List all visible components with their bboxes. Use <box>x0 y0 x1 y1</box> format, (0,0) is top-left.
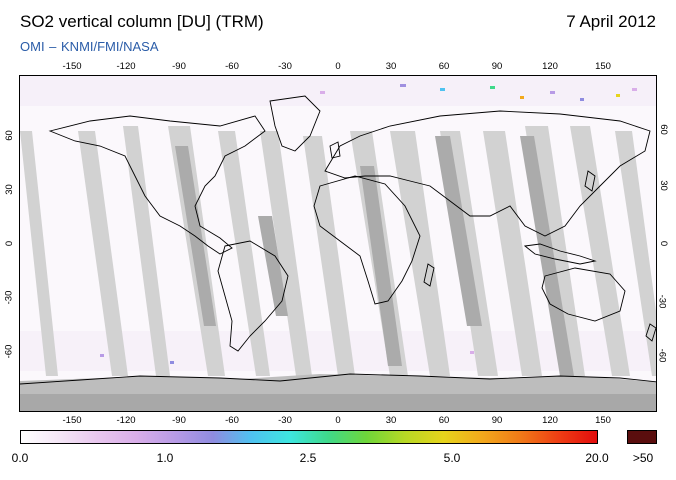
lat-tick-right: -30 <box>656 294 668 309</box>
colorbar-label: 20.0 <box>585 451 609 465</box>
map-canvas <box>20 76 656 411</box>
lon-tick-top: 0 <box>335 61 341 72</box>
australia-outline <box>541 267 626 322</box>
orbit-gap-swaths <box>20 126 656 376</box>
uk-outline <box>329 141 341 159</box>
noise-speck <box>520 96 524 99</box>
orbit-overlap <box>360 166 402 366</box>
japan-outline <box>584 170 596 192</box>
noise-speck <box>470 351 474 354</box>
antarctic-shading-dark <box>20 394 656 411</box>
orbit-swath <box>615 131 656 376</box>
colorbar-label: 0.0 <box>11 451 29 465</box>
orbit-swath <box>218 131 270 376</box>
lon-tick-bottom: 60 <box>438 415 450 426</box>
new-zealand-outline <box>645 323 656 342</box>
colorbar-label: 5.0 <box>443 451 461 465</box>
south-america-outline <box>217 240 289 352</box>
lon-tick-top: -30 <box>278 61 292 72</box>
africa-outline <box>313 175 421 305</box>
lon-tick-top: 150 <box>595 61 611 72</box>
noise-speck <box>616 94 620 97</box>
lon-tick-bottom: 0 <box>335 415 341 426</box>
orbit-swath <box>78 131 128 376</box>
lon-tick-bottom: -120 <box>116 415 136 426</box>
orbit-swath <box>390 131 450 376</box>
orbit-swath <box>20 131 58 376</box>
lat-tick-right: 0 <box>658 240 670 247</box>
lat-tick-right: 30 <box>657 180 669 191</box>
map-date: 7 April 2012 <box>566 12 656 31</box>
eurasia-outline <box>324 110 651 237</box>
lon-tick-bottom: 90 <box>491 415 503 426</box>
lon-tick-bottom: -60 <box>225 415 239 426</box>
orbit-swath <box>260 131 312 376</box>
madagascar-outline <box>423 263 435 287</box>
greenland-outline <box>269 95 321 152</box>
lon-tick-bottom: 150 <box>595 415 611 426</box>
noise-speck <box>490 86 495 89</box>
lon-tick-top: 60 <box>438 61 450 72</box>
map-title: SO2 vertical column [DU] (TRM) <box>20 12 264 31</box>
orbit-overlap <box>258 216 288 316</box>
noise-speck <box>580 98 584 101</box>
lat-tick-left: 60 <box>3 130 15 141</box>
lat-tick-right: 60 <box>657 124 669 135</box>
noise-speck <box>170 361 174 364</box>
lon-tick-bottom: 120 <box>542 415 558 426</box>
lon-tick-top: -150 <box>62 61 82 72</box>
noise-speck <box>320 91 325 94</box>
colorbar-label: 1.0 <box>156 451 174 465</box>
lat-tick-left: -30 <box>3 290 15 305</box>
lon-tick-top: -90 <box>172 61 186 72</box>
indonesia-outline <box>523 243 597 265</box>
colorbar <box>20 430 598 444</box>
lat-tick-left: 0 <box>4 240 16 247</box>
coastlines <box>20 95 656 385</box>
noise-speck <box>632 88 637 91</box>
orbit-swath <box>303 136 355 376</box>
colorbar-overflow-label: >50 <box>632 451 654 465</box>
lon-tick-top: 30 <box>385 61 397 72</box>
orbit-swath <box>123 126 170 376</box>
noise-speck <box>550 91 555 94</box>
colorbar-overflow-swatch <box>627 430 657 444</box>
colorbar-label: 2.5 <box>299 451 317 465</box>
arctic-noise-specks <box>100 84 637 364</box>
lat-tick-left: -60 <box>3 344 15 359</box>
lat-tick-left: 30 <box>3 184 15 195</box>
lon-tick-bottom: -90 <box>172 415 186 426</box>
noise-speck <box>400 84 406 87</box>
lon-tick-top: -60 <box>225 61 239 72</box>
data-credit: OMI – KNMI/FMI/NASA <box>20 39 159 54</box>
antarctica-coastline <box>20 373 656 385</box>
lon-tick-bottom: -150 <box>62 415 82 426</box>
lon-tick-top: 120 <box>542 61 558 72</box>
lon-tick-top: 90 <box>491 61 503 72</box>
orbit-swath <box>483 131 542 376</box>
orbit-overlap <box>435 136 482 326</box>
so2-map <box>19 75 657 412</box>
arctic-noise-band <box>20 76 656 106</box>
lon-tick-top: -120 <box>116 61 136 72</box>
lon-tick-bottom: 30 <box>385 415 397 426</box>
noise-speck <box>440 88 445 91</box>
lat-tick-right: -60 <box>656 348 668 363</box>
orbit-overlap <box>520 136 574 376</box>
lon-tick-bottom: -30 <box>278 415 292 426</box>
orbit-swath <box>570 126 630 376</box>
noise-speck <box>100 354 104 357</box>
north-america-outline <box>48 115 266 255</box>
